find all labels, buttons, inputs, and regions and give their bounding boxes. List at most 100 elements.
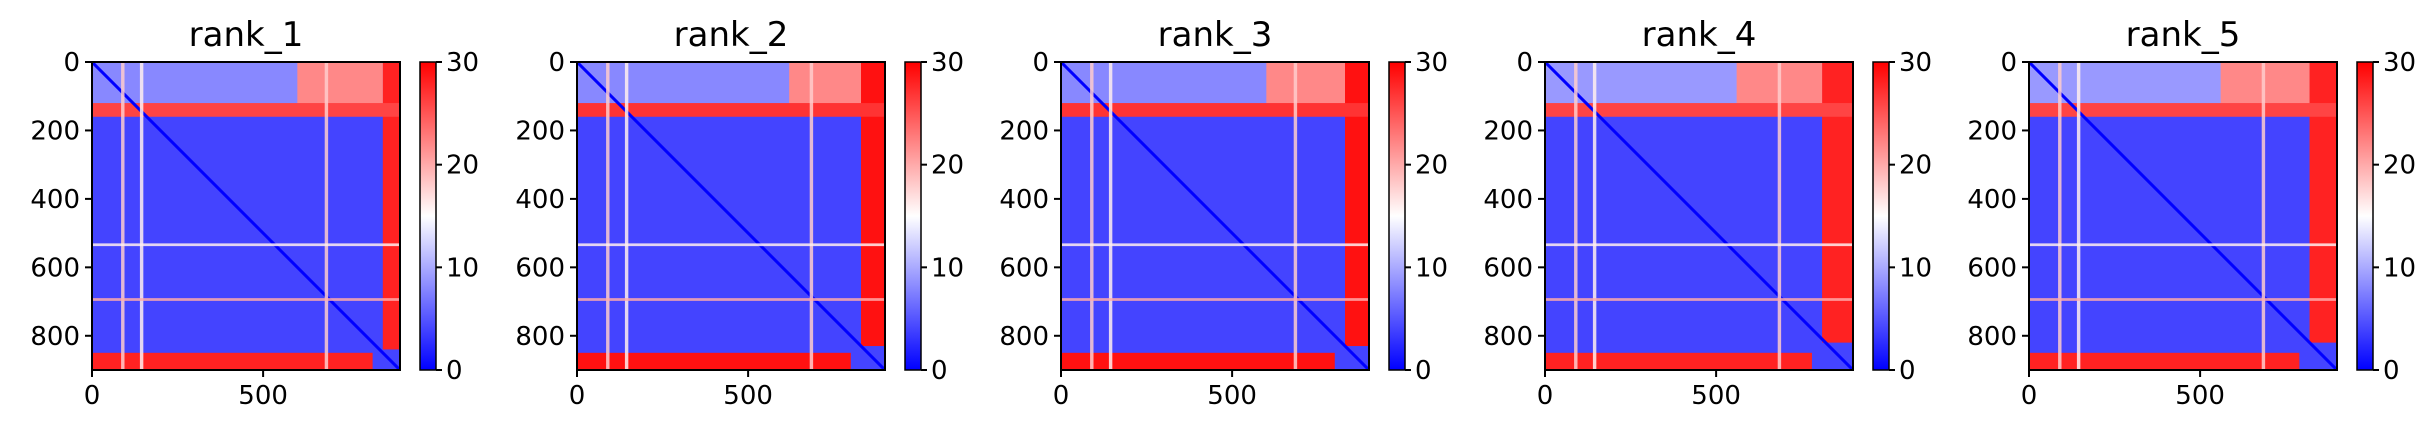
heatmap-band-vertical — [1090, 62, 1094, 370]
y-tick-label: 800 — [999, 322, 1049, 352]
heatmap-block — [1061, 113, 1346, 353]
heatmap-block — [92, 113, 383, 353]
y-tick-label: 600 — [30, 253, 80, 283]
heatmap-band-horizontal — [1545, 298, 1853, 301]
plot-frame — [1060, 61, 1370, 371]
heatmap-band-vertical — [1777, 62, 1782, 370]
heatmap-block — [577, 113, 862, 353]
colorbar-tick-label: 20 — [1899, 151, 1932, 181]
heatmap-band-horizontal — [2029, 298, 2337, 301]
colorbar-tick-label: 0 — [2383, 356, 2400, 386]
heatmap-block — [1545, 113, 1823, 353]
heatmap-block — [1545, 352, 1853, 370]
panel-title: rank_1 — [189, 15, 304, 55]
heatmap-block — [2029, 352, 2337, 370]
colorbar-tick-label: 10 — [1899, 253, 1932, 283]
colorbar-tick-label: 10 — [1415, 253, 1448, 283]
heatmap-band-vertical — [606, 62, 610, 370]
heatmap-block — [92, 352, 400, 370]
colorbar: 0 10 20 30 — [904, 48, 964, 386]
colorbar-tick-label: 30 — [2383, 48, 2416, 78]
y-tick-label: 400 — [515, 185, 565, 215]
y-tick-label: 200 — [999, 116, 1049, 146]
colorbar-tick-label: 30 — [931, 48, 964, 78]
heatmap-band-vertical — [624, 62, 629, 370]
colorbar: 0 10 20 30 — [1388, 48, 1448, 386]
heatmap-block — [861, 62, 885, 370]
colorbar-tick-label: 10 — [2383, 253, 2416, 283]
y-tick-label: 200 — [30, 116, 80, 146]
colorbar-tick-label: 20 — [931, 151, 964, 181]
colorbar-gradient — [419, 61, 437, 371]
colorbar-tick-label: 20 — [1415, 151, 1448, 181]
colorbar-tick-label: 10 — [931, 253, 964, 283]
y-tick-label: 200 — [1483, 116, 1533, 146]
x-tick-label: 0 — [2021, 381, 2038, 411]
y-tick-label: 800 — [1483, 322, 1533, 352]
heatmap-band-horizontal — [1061, 243, 1369, 247]
heatmap-block — [577, 103, 885, 117]
heatmap-cells — [2029, 62, 2337, 370]
heatmap-band-vertical — [2058, 62, 2062, 370]
x-tick-label: 0 — [84, 381, 101, 411]
heatmap-band-horizontal — [577, 298, 885, 301]
heatmap-band-horizontal — [1061, 298, 1369, 301]
x-tick-label: 500 — [1207, 381, 1257, 411]
heatmap-block — [92, 103, 400, 117]
heatmap-band-horizontal — [2029, 243, 2337, 247]
heatmap-block — [2029, 113, 2310, 353]
heatmap-block — [2029, 103, 2337, 117]
colorbar-gradient — [1388, 61, 1406, 371]
colorbar: 0 10 20 30 — [419, 48, 479, 386]
colorbar-tick-label: 30 — [446, 48, 479, 78]
y-tick-label: 0 — [63, 48, 80, 78]
x-tick-label: 0 — [1053, 381, 1070, 411]
x-tick-label: 500 — [2175, 381, 2225, 411]
y-tick-label: 800 — [515, 322, 565, 352]
x-tick-label: 500 — [238, 381, 288, 411]
x-tick-label: 500 — [1691, 381, 1741, 411]
y-tick-label: 600 — [1483, 253, 1533, 283]
y-tick-label: 0 — [1032, 48, 1049, 78]
heatmap-cells — [1061, 62, 1369, 370]
colorbar-gradient — [904, 61, 922, 371]
y-tick-label: 400 — [1967, 185, 2017, 215]
colorbar-tick-label: 0 — [931, 356, 948, 386]
colorbar-tick-label: 0 — [1899, 356, 1916, 386]
heatmap-block — [850, 346, 885, 370]
heatmap-band-vertical — [1592, 62, 1597, 370]
colorbar: 0 10 20 30 — [1872, 48, 1932, 386]
heatmap-block — [1345, 62, 1369, 370]
panel-title: rank_3 — [1158, 15, 1273, 55]
colorbar-tick-label: 0 — [446, 356, 463, 386]
heatmap-block — [1811, 342, 1853, 370]
x-tick-label: 500 — [723, 381, 773, 411]
colorbar-tick-label: 20 — [446, 151, 479, 181]
plot-frame — [2028, 61, 2338, 371]
plot-frame — [91, 61, 401, 371]
heatmap-band-horizontal — [92, 298, 400, 301]
colorbar-tick-label: 30 — [1899, 48, 1932, 78]
heatmap-block — [1545, 103, 1853, 117]
colorbar-tick-label: 30 — [1415, 48, 1448, 78]
y-tick-label: 800 — [30, 322, 80, 352]
y-tick-label: 0 — [2000, 48, 2017, 78]
heatmap-band-horizontal — [1545, 243, 1853, 247]
y-tick-label: 600 — [515, 253, 565, 283]
y-tick-label: 400 — [999, 185, 1049, 215]
heatmap-band-vertical — [1574, 62, 1578, 370]
heatmap-band-horizontal — [577, 243, 885, 247]
colorbar: 0 10 20 30 — [2356, 48, 2416, 386]
heatmap-block — [1334, 346, 1369, 370]
colorbar-gradient — [2356, 61, 2374, 371]
panel-title: rank_4 — [1642, 15, 1757, 55]
panel-title: rank_5 — [2126, 15, 2241, 55]
heatmap-block — [1061, 103, 1369, 117]
